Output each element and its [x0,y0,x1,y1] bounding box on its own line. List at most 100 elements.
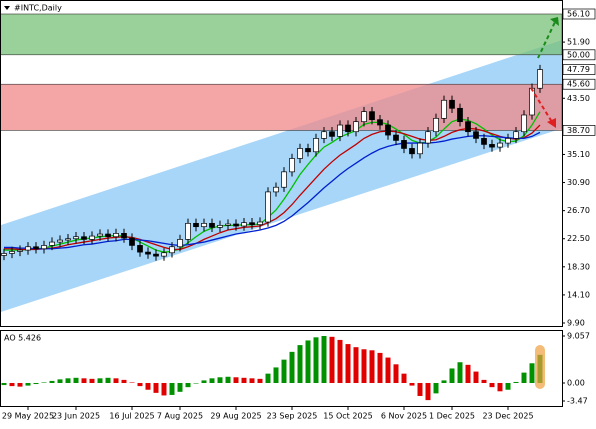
x-tick-label: 23 Dec 2025 [482,412,533,421]
candle-body [321,131,327,139]
ao-bar [113,378,119,383]
candle-body [289,158,295,173]
y-tick-label: 22.50 [567,234,590,243]
candle-body [105,233,111,238]
ao-bar [361,349,367,383]
overlay: #INTC,Daily AO 5.426 [0,0,563,407]
ao-highlight [535,345,545,389]
candle-body [273,186,279,193]
candle-body [81,236,87,240]
ao-bar [281,359,287,383]
candle-body [201,222,207,228]
candle-body [489,144,495,148]
candle-body [265,191,271,223]
arrow-head [550,17,559,26]
level-label: 45.60 [567,80,590,89]
zone [0,83,563,131]
candle-body [385,124,391,136]
ao-bar [65,378,71,383]
x-tick-label: 15 Oct 2025 [323,412,372,421]
ao-bar [225,376,231,383]
x-tick-label: 16 Jul 2025 [109,412,154,421]
ao-bar [521,372,527,383]
ao-bar [121,379,127,383]
candle-body [409,148,415,155]
candle-body [137,245,143,253]
ao-bar [169,382,175,395]
candle-body [425,131,431,144]
candle-body [481,138,487,145]
ao-bar [481,379,487,383]
ao-bar [473,371,479,383]
candle-body [169,246,175,254]
candle-body [41,245,47,250]
ao-bar [185,382,191,388]
ao-bar [289,351,295,383]
candle-body [449,99,455,109]
candle-body [257,221,263,226]
candle-body [17,249,23,252]
ao-bar [329,336,335,383]
candle-body [497,142,503,148]
y-tick-label: 43.50 [567,94,590,103]
level-label: 47.79 [567,65,590,74]
ao-bar [417,382,423,396]
ao-bar [201,380,207,383]
ao-bar [249,378,255,383]
ao-bar [89,378,95,383]
candle-body [33,246,39,250]
candle-body [217,225,223,228]
ao-frame [0,330,563,407]
ao-bar [105,377,111,383]
candle-body [377,119,383,126]
candle-body [401,140,407,149]
candle-body [305,148,311,153]
ao-bar [265,373,271,383]
candle-body [393,134,399,141]
ao-panel: 9.057 0.00 -3.47 [1,332,590,406]
zone [0,13,563,56]
candle-body [9,251,15,254]
ao-bar [457,362,463,383]
ao-bar [505,382,511,390]
candle-body [65,238,71,241]
ao-bar [177,382,183,392]
ao-bar [161,382,167,396]
candle-body [529,87,535,116]
moving-average [4,124,541,251]
ao-bar [241,377,247,383]
menu-icon[interactable] [4,6,10,10]
y-tick-label: 9.057 [567,332,590,341]
ao-bar [1,382,7,386]
ao-bar [193,382,199,384]
candle-body [337,124,343,137]
ao-bar [17,382,23,387]
ao-bar [129,382,135,383]
ao-bar [33,382,39,385]
candle-body [521,114,527,133]
candle-body [465,121,471,133]
candle-body [225,223,231,226]
candle-body [441,99,447,119]
candle-body [473,131,479,139]
candle-body [209,222,215,228]
level-label: 50.00 [567,50,590,59]
candle-body [313,138,319,153]
candle-body [241,222,247,227]
ao-bar [97,378,103,383]
candle-body [329,131,335,137]
ao-bar [433,382,439,394]
candle-body [73,236,79,240]
x-tick-label: 7 Aug 2025 [157,412,203,421]
candle-body [345,124,351,133]
ao-bar [353,347,359,383]
candle-body [361,111,367,123]
price-frame [0,0,563,327]
ao-bar [377,352,383,383]
ao-bar [217,377,223,383]
ao-bar [409,382,415,386]
ao-bar [49,380,55,383]
ao-bar [81,378,87,383]
candle-body [89,235,95,240]
